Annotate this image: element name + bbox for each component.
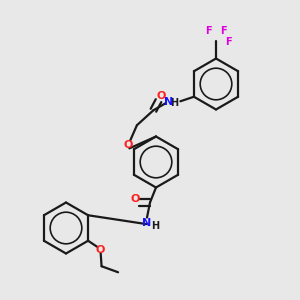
Text: F: F [205, 26, 212, 36]
Text: F: F [220, 26, 227, 36]
Text: O: O [156, 91, 166, 101]
Text: N: N [142, 218, 152, 229]
Text: O: O [123, 140, 133, 150]
Text: N: N [164, 97, 173, 107]
Text: H: H [170, 98, 178, 108]
Text: O: O [130, 194, 140, 205]
Text: O: O [95, 245, 105, 255]
Text: H: H [151, 221, 160, 231]
Text: F: F [225, 37, 232, 47]
